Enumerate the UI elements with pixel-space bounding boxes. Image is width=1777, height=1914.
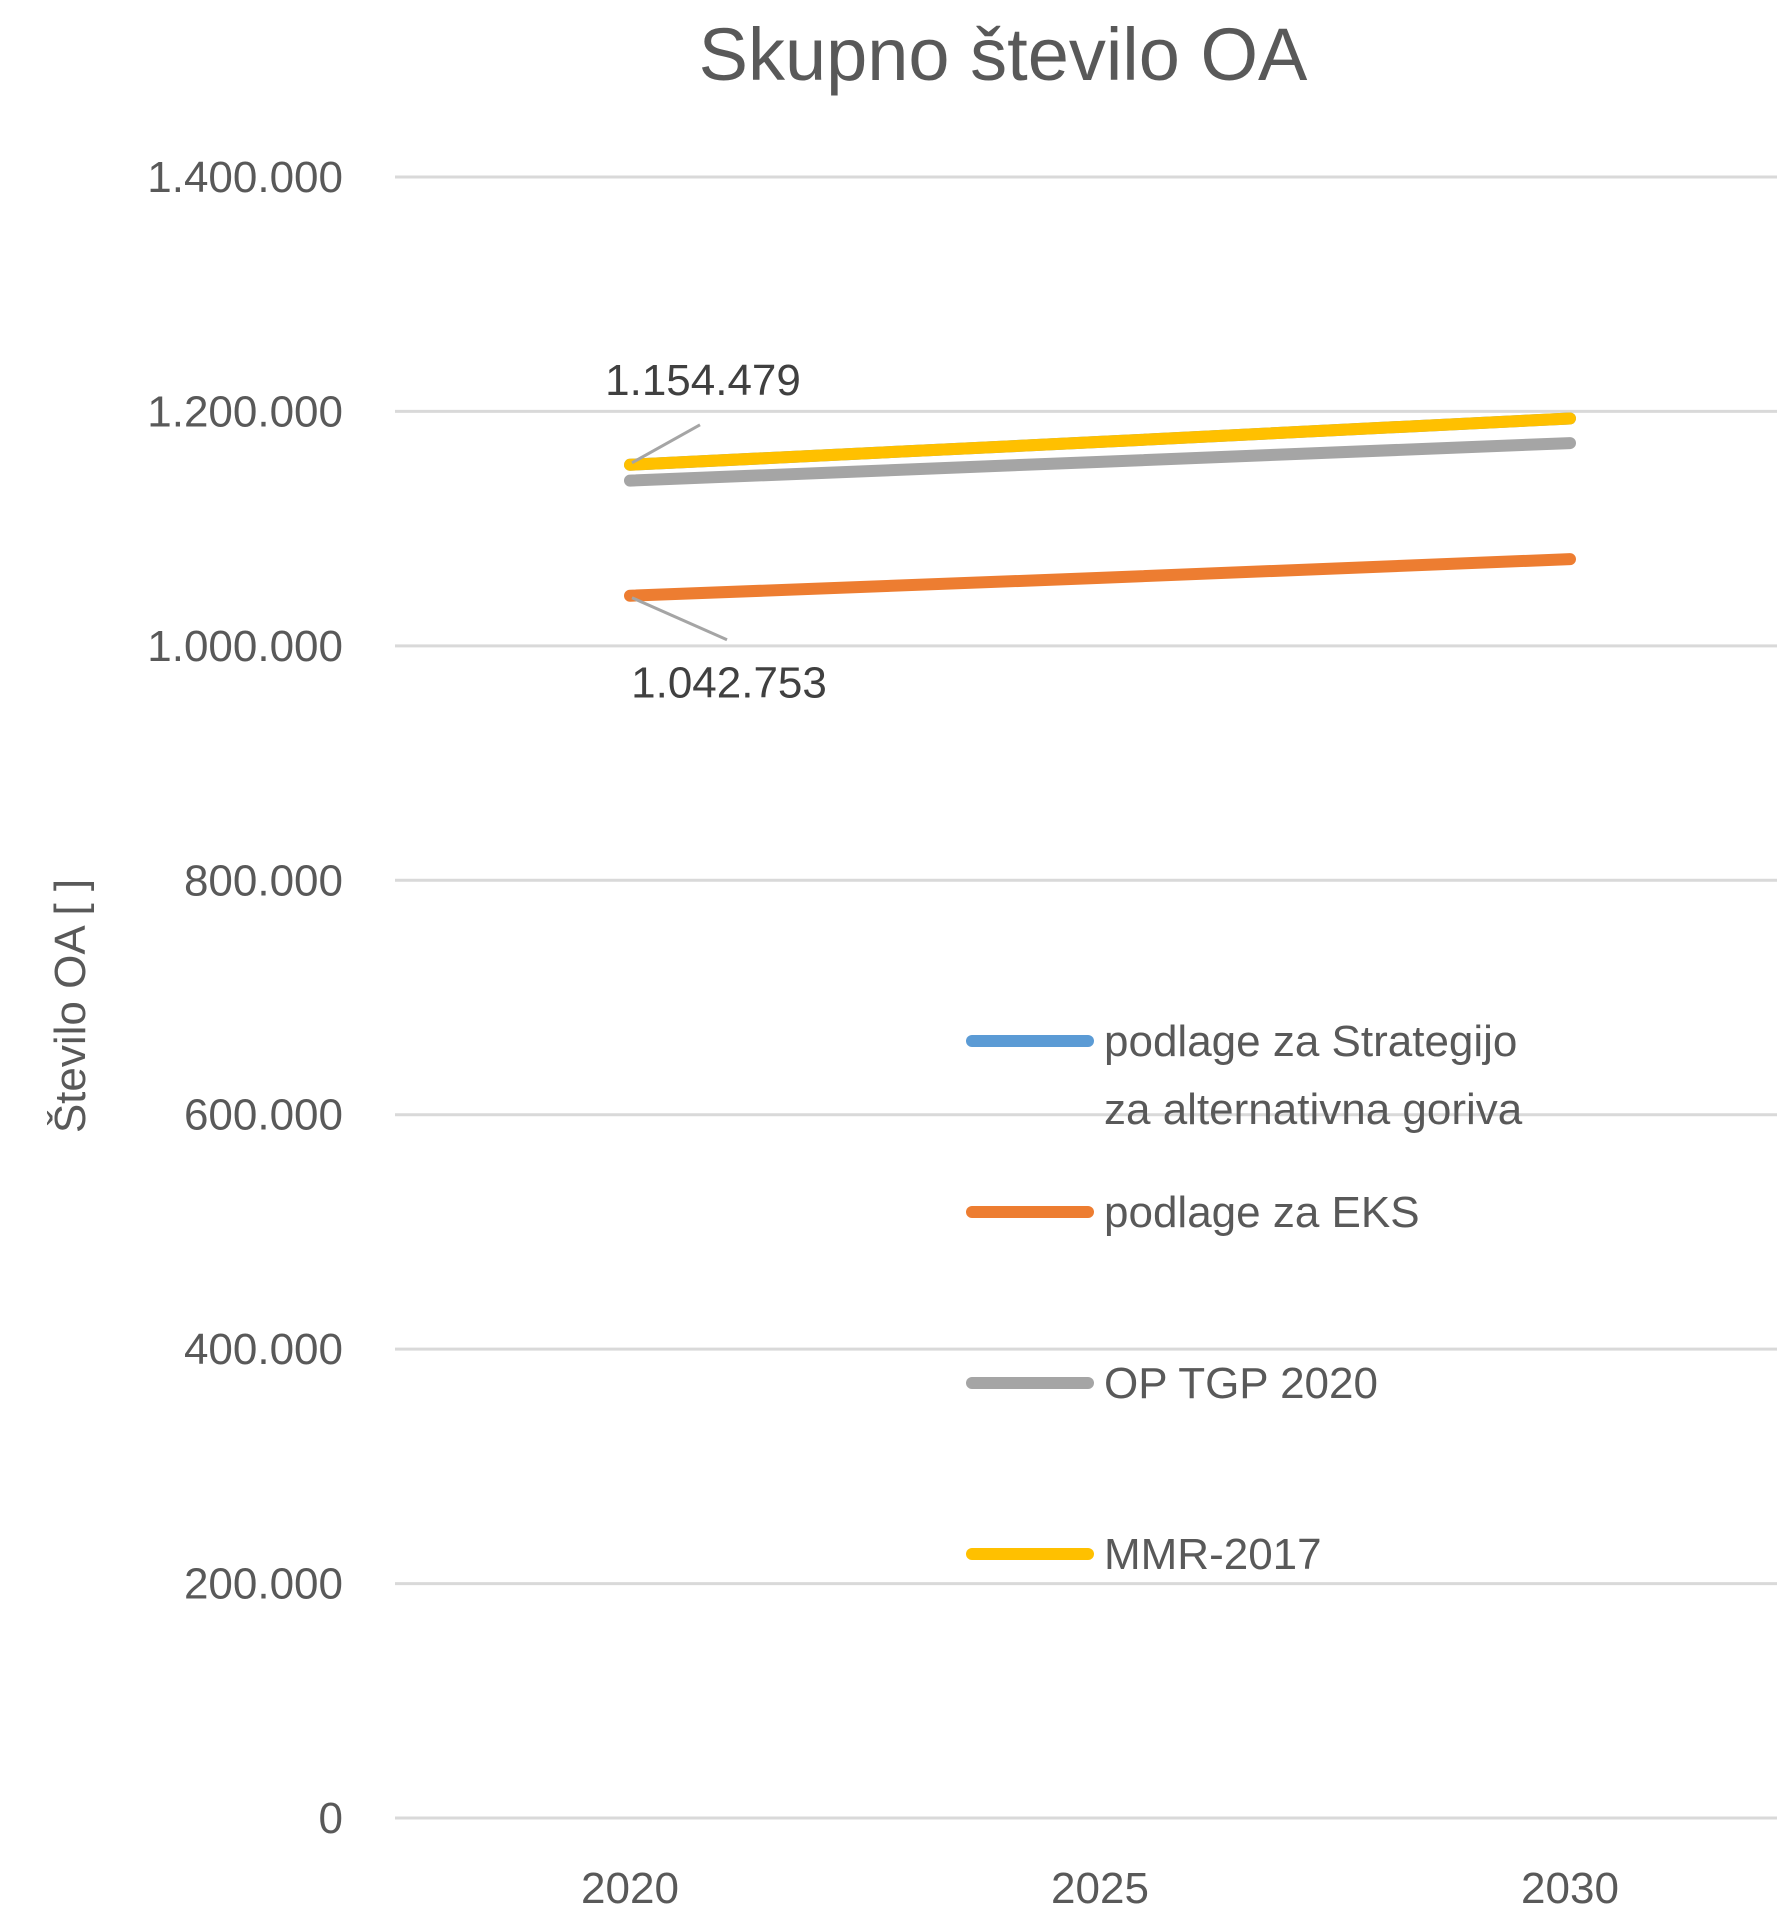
x-tick-label: 2020 — [581, 1864, 679, 1913]
legend-label: podlage za EKS — [1104, 1188, 1420, 1237]
y-axis-label: Število OA [ ] — [45, 879, 95, 1133]
x-tick-label: 2025 — [1051, 1864, 1149, 1913]
series-lines — [624, 412, 1576, 602]
y-tick-label: 800.000 — [184, 856, 343, 905]
y-tick-label: 200.000 — [184, 1560, 343, 1609]
legend-label: OP TGP 2020 — [1104, 1359, 1378, 1408]
y-tick-label: 1.000.000 — [147, 622, 343, 671]
data-label: 1.154.479 — [605, 356, 801, 405]
data-labels: 1.154.479 1.042.753 — [605, 356, 827, 708]
data-label-leader — [631, 596, 728, 642]
x-tick-label: 2030 — [1521, 1864, 1619, 1913]
legend: podlage za Strategijo za alternativna gor… — [966, 1017, 1523, 1579]
series-line — [624, 553, 1576, 602]
data-label: 1.042.753 — [631, 659, 827, 708]
y-tick-label: 1.200.000 — [147, 387, 343, 436]
series-line — [624, 412, 1576, 471]
y-tick-label: 1.400.000 — [147, 153, 343, 202]
legend-label: MMR-2017 — [1104, 1530, 1322, 1579]
y-tick-label: 600.000 — [184, 1091, 343, 1140]
series-line — [624, 437, 1576, 487]
gridlines — [395, 175, 1777, 1820]
chart-title: Skupno število OA — [699, 13, 1308, 96]
y-tick-label: 400.000 — [184, 1325, 343, 1374]
data-label-leader — [631, 423, 701, 465]
legend-label: podlage za Strategijo za alternativna gor… — [1104, 1017, 1523, 1134]
y-tick-label: 0 — [319, 1794, 343, 1843]
y-axis-ticks: 0 200.000 400.000 600.000 800.000 1.000.000 1.… — [147, 153, 343, 1843]
x-axis-ticks: 2020 2025 2030 — [581, 1864, 1619, 1913]
